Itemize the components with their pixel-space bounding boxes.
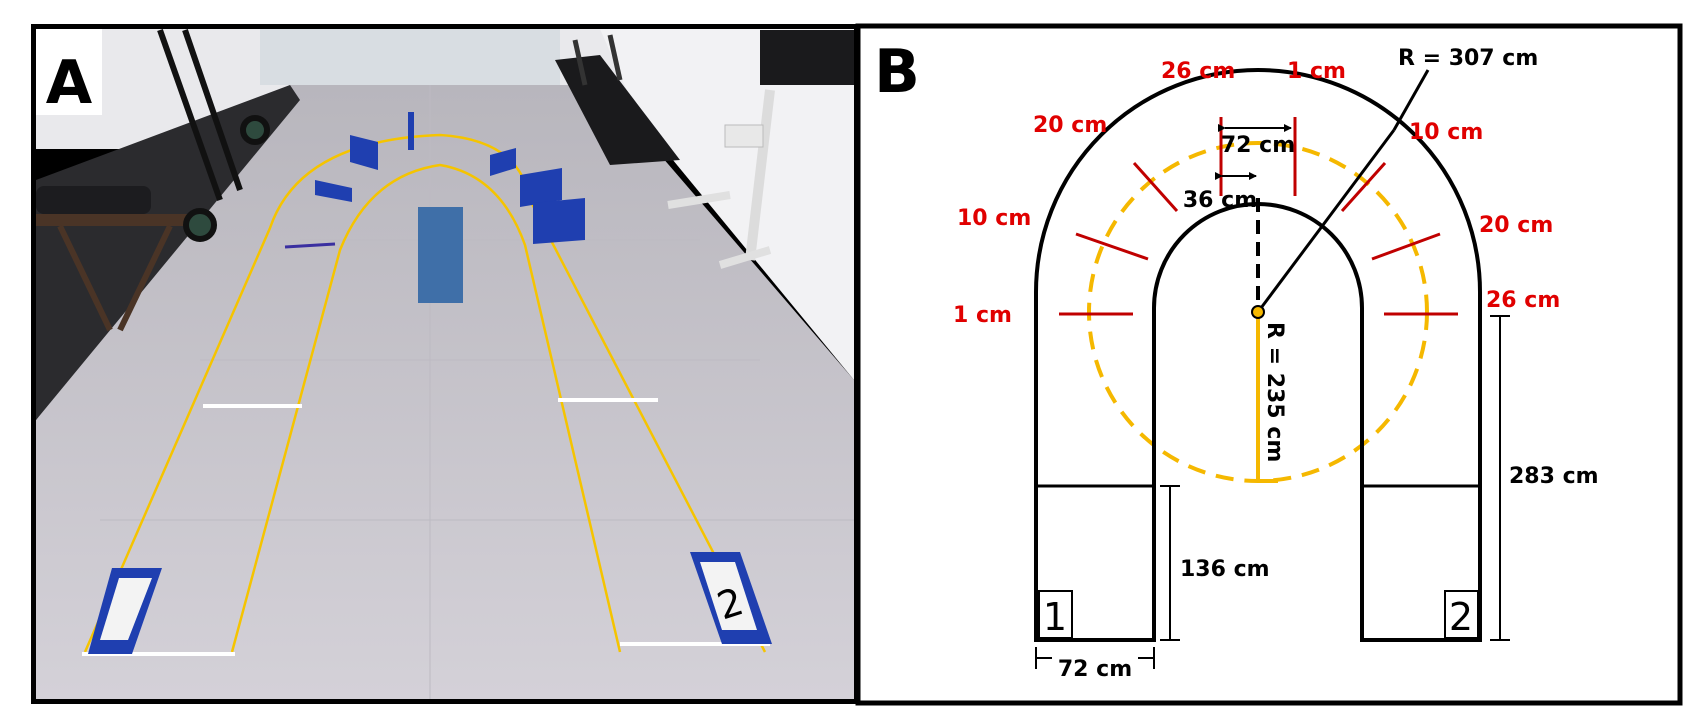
treadmill: [555, 34, 680, 165]
right-wall: [600, 29, 854, 380]
half-width-label: 36 cm: [1183, 188, 1257, 213]
floor-seams: [100, 85, 854, 699]
obstacle-board: [350, 135, 378, 170]
start-zone-label: 136 cm: [1180, 557, 1270, 582]
start-box-2: [1444, 590, 1479, 639]
mirror: [260, 29, 560, 85]
offset-marker-left-20: [1132, 161, 1179, 213]
offset-label-right-20: 20 cm: [1479, 213, 1553, 238]
panel-b-label: B: [874, 37, 920, 107]
inner-radius-label: R = 235 cm: [1262, 322, 1287, 462]
obstacle-board: [315, 180, 352, 202]
panel-b-frame: [855, 23, 1683, 706]
outer-radius-label: R = 307 cm: [1398, 46, 1538, 71]
obstacle-board: [533, 198, 585, 244]
start-box-1-label: 1: [1043, 595, 1067, 639]
start-marker-1: 1: [88, 568, 162, 654]
center-point: [1251, 305, 1265, 319]
offset-label-left-10: 10 cm: [957, 206, 1031, 231]
floor: [36, 85, 854, 699]
obstacle-board: [490, 148, 516, 176]
panel-a-photo: 1 2: [31, 24, 859, 704]
offset-label-left-20: 20 cm: [1033, 113, 1107, 138]
bottom-width-label: 72 cm: [1058, 657, 1132, 682]
offset-label-left-26: 26 cm: [1161, 59, 1235, 84]
offset-label-left-1: 1 cm: [953, 303, 1012, 328]
obstacle-boards: [284, 112, 585, 249]
outer-radius-line: [1256, 129, 1396, 313]
offset-marker-left-10: [1075, 232, 1149, 261]
straight-length-label: 283 cm: [1509, 464, 1599, 489]
panel-a-label-bg: [36, 29, 102, 115]
top-width-label: 72 cm: [1221, 133, 1295, 158]
obstacle-board: [408, 112, 414, 150]
start-box-1: [1038, 590, 1073, 639]
panel-a-label: A: [46, 48, 93, 118]
outer-track-boundary: [1034, 68, 1482, 640]
bottom-width-label-bg: [1052, 650, 1138, 680]
offset-marker-right-20: [1371, 232, 1441, 261]
offset-label-right-10: 10 cm: [1409, 120, 1483, 145]
center-mat: [418, 207, 463, 303]
tape-track: [83, 133, 767, 653]
panel-b-diagram: B 1 2: [855, 23, 1683, 706]
outer-radius-leader: [1392, 69, 1430, 131]
offset-label-right-1: 1 cm: [1287, 59, 1346, 84]
start-marker-2: 2: [690, 552, 772, 644]
offset-marker-right-10: [1340, 161, 1387, 213]
offset-label-right-26: 26 cm: [1486, 288, 1560, 313]
start-box-2-label: 2: [1449, 595, 1473, 639]
massage-table: [36, 186, 206, 332]
obstacle-board: [520, 168, 562, 207]
monitor-stand: [667, 30, 854, 269]
weight-rack: [157, 29, 270, 242]
